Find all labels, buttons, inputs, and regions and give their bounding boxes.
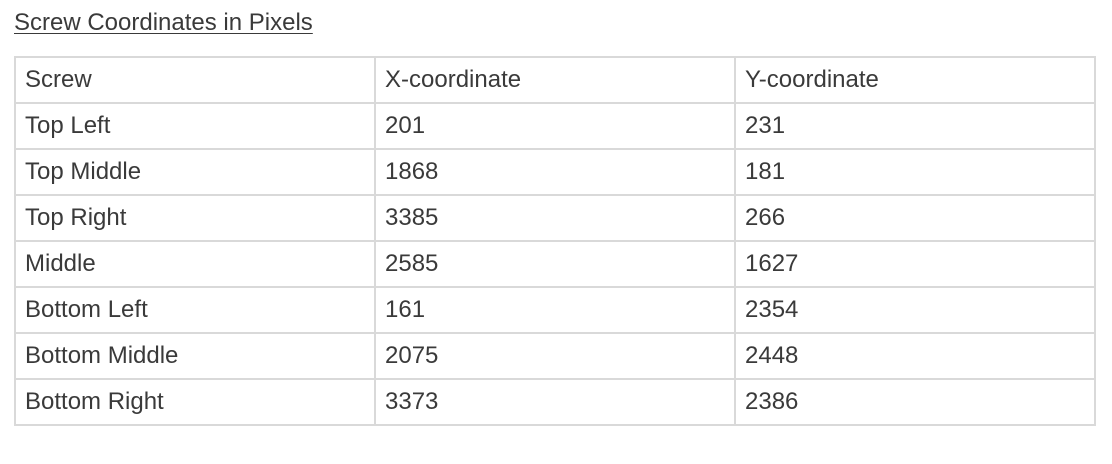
cell-y: 2354 (734, 286, 1096, 334)
cell-screw: Top Left (14, 102, 376, 150)
cell-screw: Bottom Right (14, 378, 376, 426)
table-row: Top Middle 1868 181 (14, 148, 1096, 196)
header-y-coordinate: Y-coordinate (734, 56, 1096, 104)
table-caption: Screw Coordinates in Pixels (14, 9, 313, 36)
cell-y: 181 (734, 148, 1096, 196)
header-x-coordinate: X-coordinate (374, 56, 736, 104)
cell-y: 266 (734, 194, 1096, 242)
cell-screw: Bottom Left (14, 286, 376, 334)
cell-y: 2448 (734, 332, 1096, 380)
screw-coordinates-table: Screw X-coordinate Y-coordinate Top Left… (14, 56, 1096, 426)
cell-x: 2585 (374, 240, 736, 288)
header-screw: Screw (14, 56, 376, 104)
cell-screw: Top Right (14, 194, 376, 242)
table-header-row: Screw X-coordinate Y-coordinate (14, 56, 1096, 104)
table-row: Bottom Right 3373 2386 (14, 378, 1096, 426)
cell-y: 2386 (734, 378, 1096, 426)
cell-x: 3385 (374, 194, 736, 242)
cell-y: 1627 (734, 240, 1096, 288)
table-row: Middle 2585 1627 (14, 240, 1096, 288)
cell-screw: Top Middle (14, 148, 376, 196)
cell-x: 1868 (374, 148, 736, 196)
cell-x: 201 (374, 102, 736, 150)
table-row: Bottom Left 161 2354 (14, 286, 1096, 334)
cell-x: 3373 (374, 378, 736, 426)
cell-screw: Bottom Middle (14, 332, 376, 380)
table-row: Bottom Middle 2075 2448 (14, 332, 1096, 380)
cell-x: 161 (374, 286, 736, 334)
table-row: Top Right 3385 266 (14, 194, 1096, 242)
cell-screw: Middle (14, 240, 376, 288)
cell-x: 2075 (374, 332, 736, 380)
table-row: Top Left 201 231 (14, 102, 1096, 150)
cell-y: 231 (734, 102, 1096, 150)
